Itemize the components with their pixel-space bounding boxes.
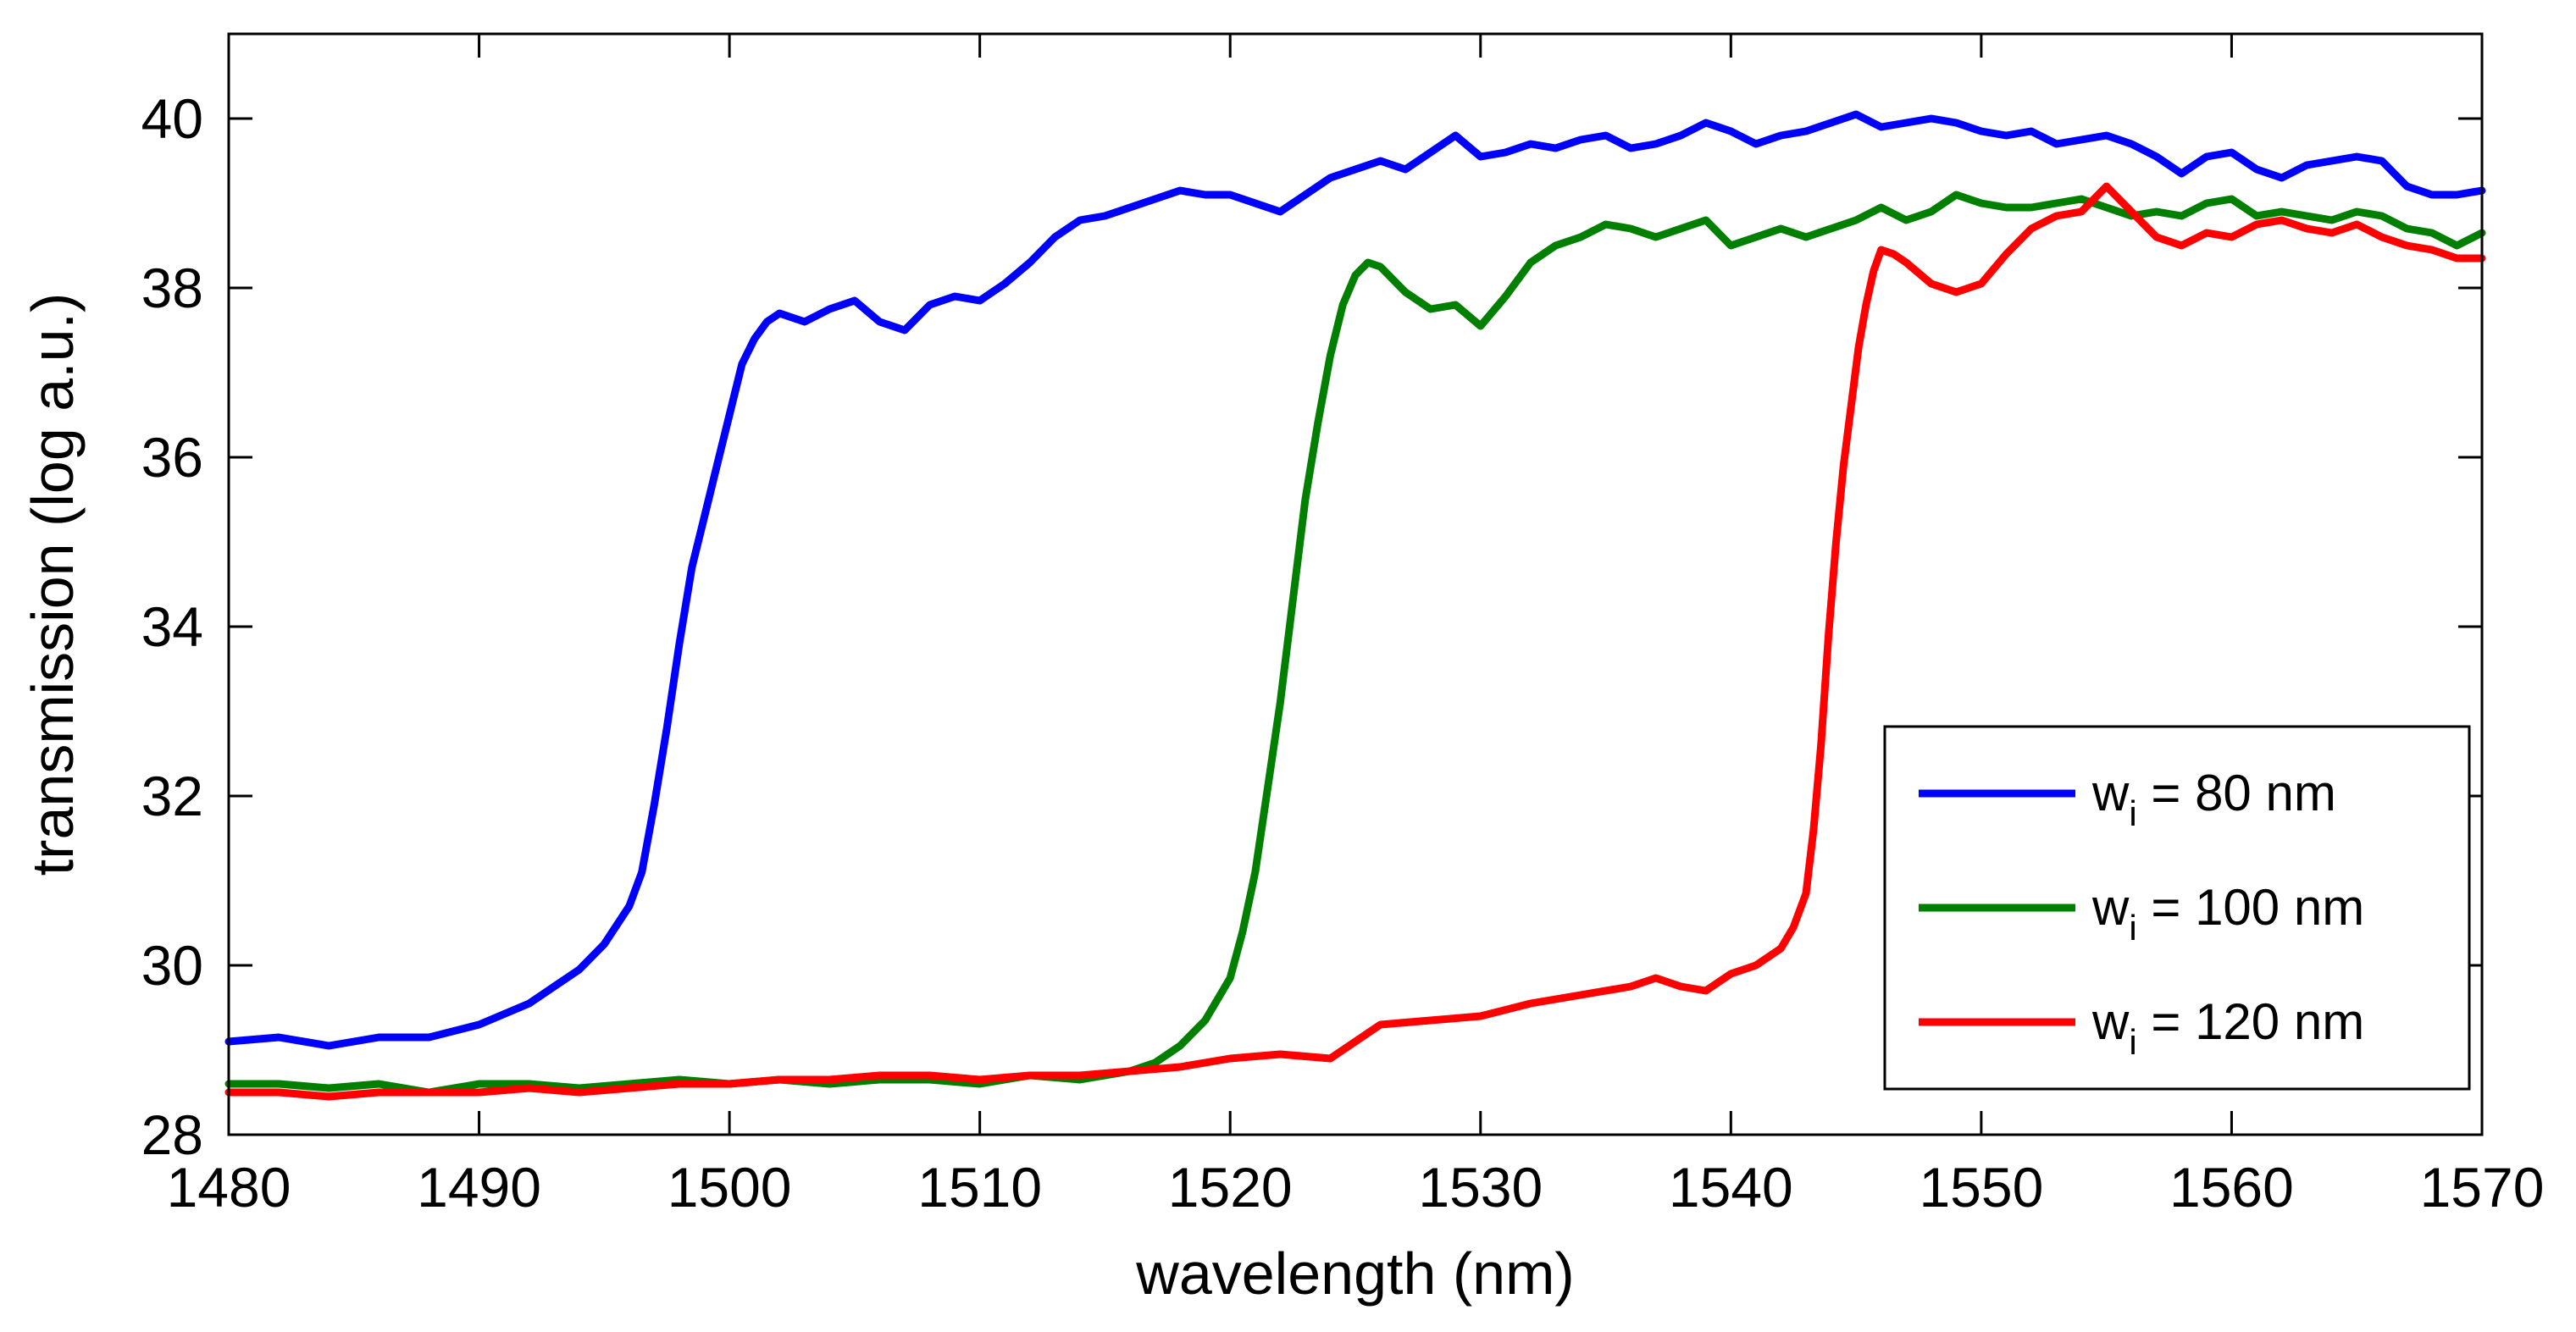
legend-label-1: wi = 80 nm <box>2091 765 2336 833</box>
y-tick-label: 34 <box>141 595 203 658</box>
legend-label-2: wi = 100 nm <box>2091 879 2364 948</box>
x-axis-title: wavelength (nm) <box>1135 1241 1574 1307</box>
y-tick-label: 28 <box>141 1103 203 1166</box>
y-tick-label: 32 <box>141 765 203 827</box>
x-tick-label: 1510 <box>917 1156 1042 1219</box>
x-tick-label: 1520 <box>1168 1156 1293 1219</box>
plot-area-frame <box>227 32 2484 1136</box>
x-tick-label: 1480 <box>167 1156 291 1219</box>
x-tick-label: 1490 <box>417 1156 541 1219</box>
series-line-2 <box>224 191 2486 1097</box>
y-tick-labels: 28 30 32 34 36 38 40 <box>141 87 203 1166</box>
y-tick-label: 36 <box>141 426 203 489</box>
x-tick-label: 1570 <box>2420 1156 2545 1219</box>
x-tick-labels: 1480 1490 1500 1510 1520 1530 1540 1550 1560 1570 <box>167 1156 2545 1219</box>
y-tick-label: 38 <box>141 257 203 319</box>
series-line-1 <box>224 110 2486 1050</box>
x-tick-label: 1540 <box>1669 1156 1793 1219</box>
x-tick-label: 1560 <box>2169 1156 2294 1219</box>
legend-label-3: wi = 120 nm <box>2091 993 2364 1062</box>
series-line-3 <box>224 182 2486 1101</box>
axis-ticks <box>227 34 2484 1136</box>
y-tick-label: 40 <box>141 87 203 150</box>
legend: wi = 80 nm wi = 100 nm wi = 120 nm <box>1883 725 2471 1091</box>
y-axis-title: transmission (log a.u.) <box>19 293 86 876</box>
x-tick-label: 1550 <box>1919 1156 2043 1219</box>
y-tick-label: 30 <box>141 934 203 997</box>
x-tick-label: 1530 <box>1418 1156 1543 1219</box>
series-layer <box>224 110 2486 1101</box>
x-tick-label: 1500 <box>668 1156 792 1219</box>
legend-entries: wi = 80 nm wi = 100 nm wi = 120 nm <box>1919 765 2364 1062</box>
